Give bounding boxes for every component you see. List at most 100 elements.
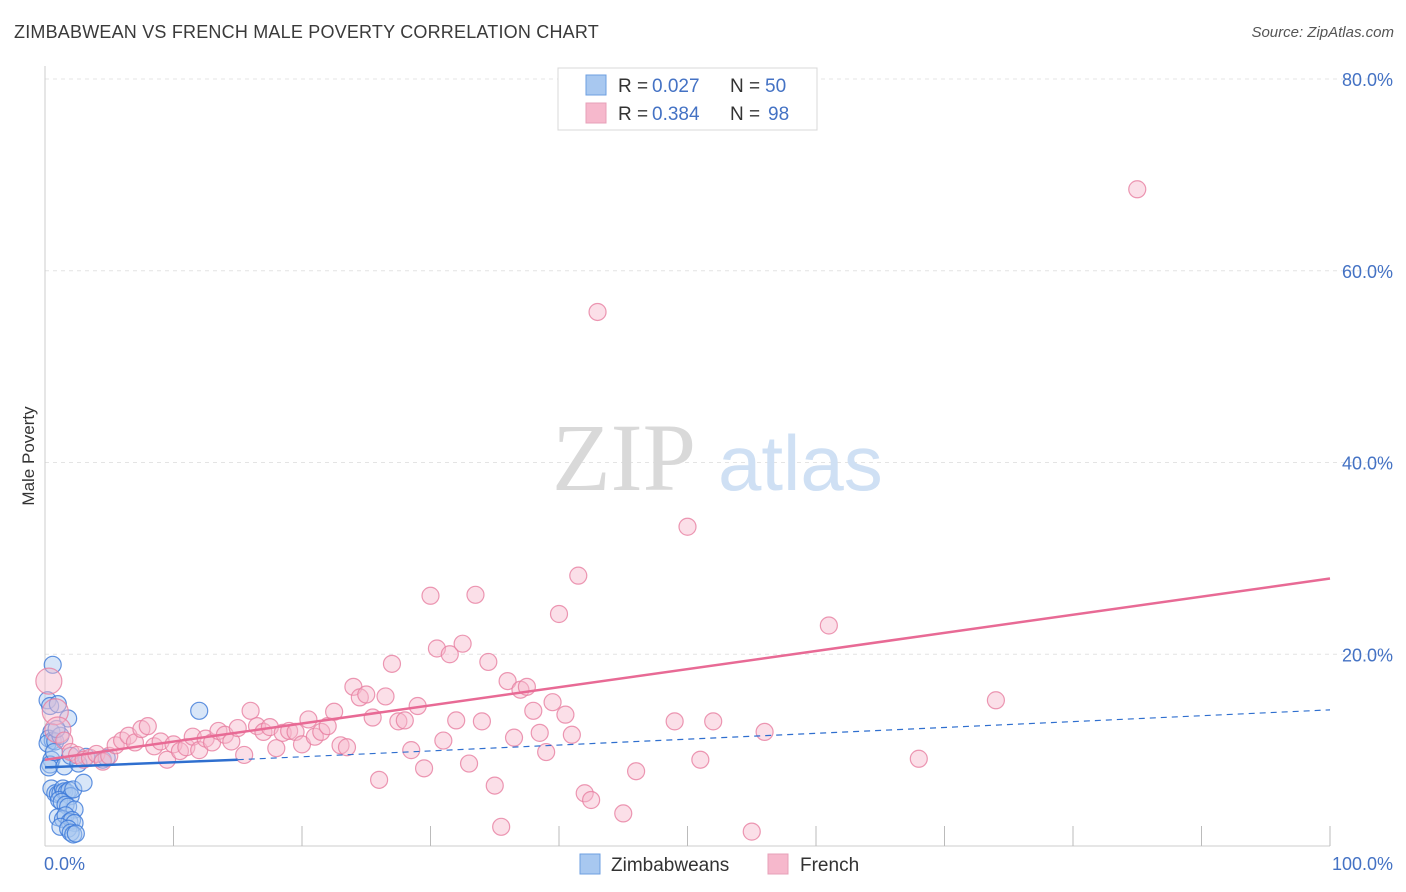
watermark: ZIP atlas bbox=[552, 404, 883, 511]
zimbabweans-point-42 bbox=[61, 823, 80, 842]
french-point-46 bbox=[331, 736, 350, 755]
chart-source: Source: ZipAtlas.com bbox=[1251, 24, 1394, 41]
legend-n-value-zimbabweans: 50 bbox=[765, 76, 786, 97]
y-tick-label-40: 40.0% bbox=[1342, 454, 1393, 474]
trend-lines bbox=[44, 577, 1331, 769]
french-point-85 bbox=[582, 790, 601, 810]
legend-r-value-french: 0.384 bbox=[652, 104, 700, 125]
french-point-78 bbox=[537, 742, 556, 762]
axes bbox=[44, 66, 1331, 847]
french-point-77 bbox=[530, 723, 549, 742]
bottom-legend-label-french: French bbox=[800, 855, 859, 876]
bottom-legend-swatch-french bbox=[767, 853, 789, 875]
legend-n-value-french: 98 bbox=[768, 104, 789, 125]
french-point-87 bbox=[614, 804, 633, 823]
zimbabweans-point-44 bbox=[66, 824, 85, 843]
french-point-53 bbox=[376, 687, 395, 706]
zimbabweans-point-10 bbox=[43, 655, 62, 674]
french-point-54 bbox=[382, 654, 402, 673]
legend-r-value-zimbabweans: 0.027 bbox=[652, 76, 700, 97]
french-point-91 bbox=[691, 750, 710, 769]
french-point-84 bbox=[575, 784, 594, 803]
french-point-19 bbox=[157, 750, 177, 769]
french-point-3 bbox=[55, 731, 74, 750]
french-point-97 bbox=[986, 691, 1006, 710]
french-point-70 bbox=[485, 776, 504, 795]
y-axis-title: Male Poverty bbox=[19, 406, 38, 506]
french-point-65 bbox=[453, 634, 472, 653]
french-point-45 bbox=[325, 702, 344, 721]
french-point-96 bbox=[909, 749, 928, 768]
zimbabweans-point-46 bbox=[190, 701, 209, 720]
french-point-1 bbox=[41, 698, 69, 726]
french-point-88 bbox=[626, 762, 646, 781]
french-point-90 bbox=[678, 517, 697, 536]
french-point-68 bbox=[472, 712, 491, 731]
legend-n-label-zimbabweans: N = bbox=[730, 76, 760, 97]
zimbabweans-trend-line bbox=[44, 758, 238, 769]
french-point-63 bbox=[440, 645, 459, 664]
french-point-16 bbox=[138, 717, 157, 736]
french-point-98 bbox=[1128, 180, 1147, 199]
french-point-82 bbox=[562, 725, 581, 744]
legend-swatch-zimbabweans bbox=[585, 74, 607, 96]
bottom-legend-swatch-zimbabweans bbox=[579, 853, 601, 875]
french-point-57 bbox=[402, 741, 421, 760]
watermark-atlas: atlas bbox=[718, 419, 883, 507]
french-point-47 bbox=[337, 738, 357, 757]
french-point-81 bbox=[556, 705, 575, 724]
french-point-52 bbox=[370, 770, 389, 789]
french-point-56 bbox=[395, 711, 414, 730]
french-point-32 bbox=[241, 701, 260, 720]
french-point-62 bbox=[434, 731, 453, 750]
french-point-59 bbox=[414, 759, 434, 778]
french-point-66 bbox=[459, 754, 479, 773]
legend-n-label-french: N = bbox=[730, 104, 760, 125]
french-point-55 bbox=[389, 712, 408, 731]
french-point-69 bbox=[479, 652, 498, 672]
french-point-36 bbox=[267, 739, 286, 758]
bottom-legend: Zimbabweans French bbox=[579, 853, 859, 876]
french-point-76 bbox=[524, 701, 543, 720]
french-point-2 bbox=[44, 716, 72, 744]
legend-swatch-french bbox=[585, 102, 607, 124]
legend: R = 0.027 N = 50 R = 0.384 N = 98 bbox=[557, 67, 818, 131]
y-tick-label-20: 20.0% bbox=[1342, 645, 1393, 665]
french-point-50 bbox=[357, 685, 376, 704]
french-point-71 bbox=[492, 817, 511, 836]
french-point-41 bbox=[299, 710, 318, 729]
french-point-86 bbox=[588, 302, 607, 322]
french-trend-line bbox=[44, 577, 1331, 761]
chart-title: ZIMBABWEAN VS FRENCH MALE POVERTY CORREL… bbox=[14, 22, 599, 42]
french-point-89 bbox=[665, 712, 684, 731]
french-point-80 bbox=[549, 604, 569, 624]
y-tick-label-80: 80.0% bbox=[1342, 70, 1393, 90]
legend-r-label-french: R = bbox=[618, 104, 648, 125]
x-tick-label-0: 0.0% bbox=[44, 854, 85, 874]
french-point-0 bbox=[35, 667, 63, 695]
french-point-94 bbox=[755, 722, 774, 742]
french-point-92 bbox=[704, 712, 723, 731]
french-point-64 bbox=[447, 711, 466, 730]
zimbabweans-point-28 bbox=[64, 780, 83, 799]
french-point-67 bbox=[466, 585, 485, 604]
french-point-31 bbox=[235, 745, 254, 765]
data-points bbox=[35, 180, 1147, 844]
legend-r-label-zimbabweans: R = bbox=[618, 76, 648, 97]
french-point-95 bbox=[819, 616, 838, 635]
french-point-79 bbox=[543, 693, 562, 712]
french-point-37 bbox=[273, 723, 292, 742]
x-tick-label-100: 100.0% bbox=[1332, 854, 1393, 874]
watermark-zip: ZIP bbox=[552, 404, 696, 511]
french-point-83 bbox=[569, 566, 588, 585]
french-point-73 bbox=[504, 728, 524, 747]
grid-lines bbox=[45, 78, 1392, 655]
bottom-legend-label-zimbabweans: Zimbabweans bbox=[611, 855, 729, 876]
french-point-93 bbox=[742, 822, 761, 841]
y-tick-label-60: 60.0% bbox=[1342, 262, 1393, 282]
french-point-60 bbox=[421, 586, 440, 605]
tick-labels: 20.0% 40.0% 60.0% 80.0% 0.0% 100.0% bbox=[44, 70, 1393, 874]
french-point-72 bbox=[498, 671, 517, 691]
zimbabweans-point-45 bbox=[74, 773, 93, 792]
